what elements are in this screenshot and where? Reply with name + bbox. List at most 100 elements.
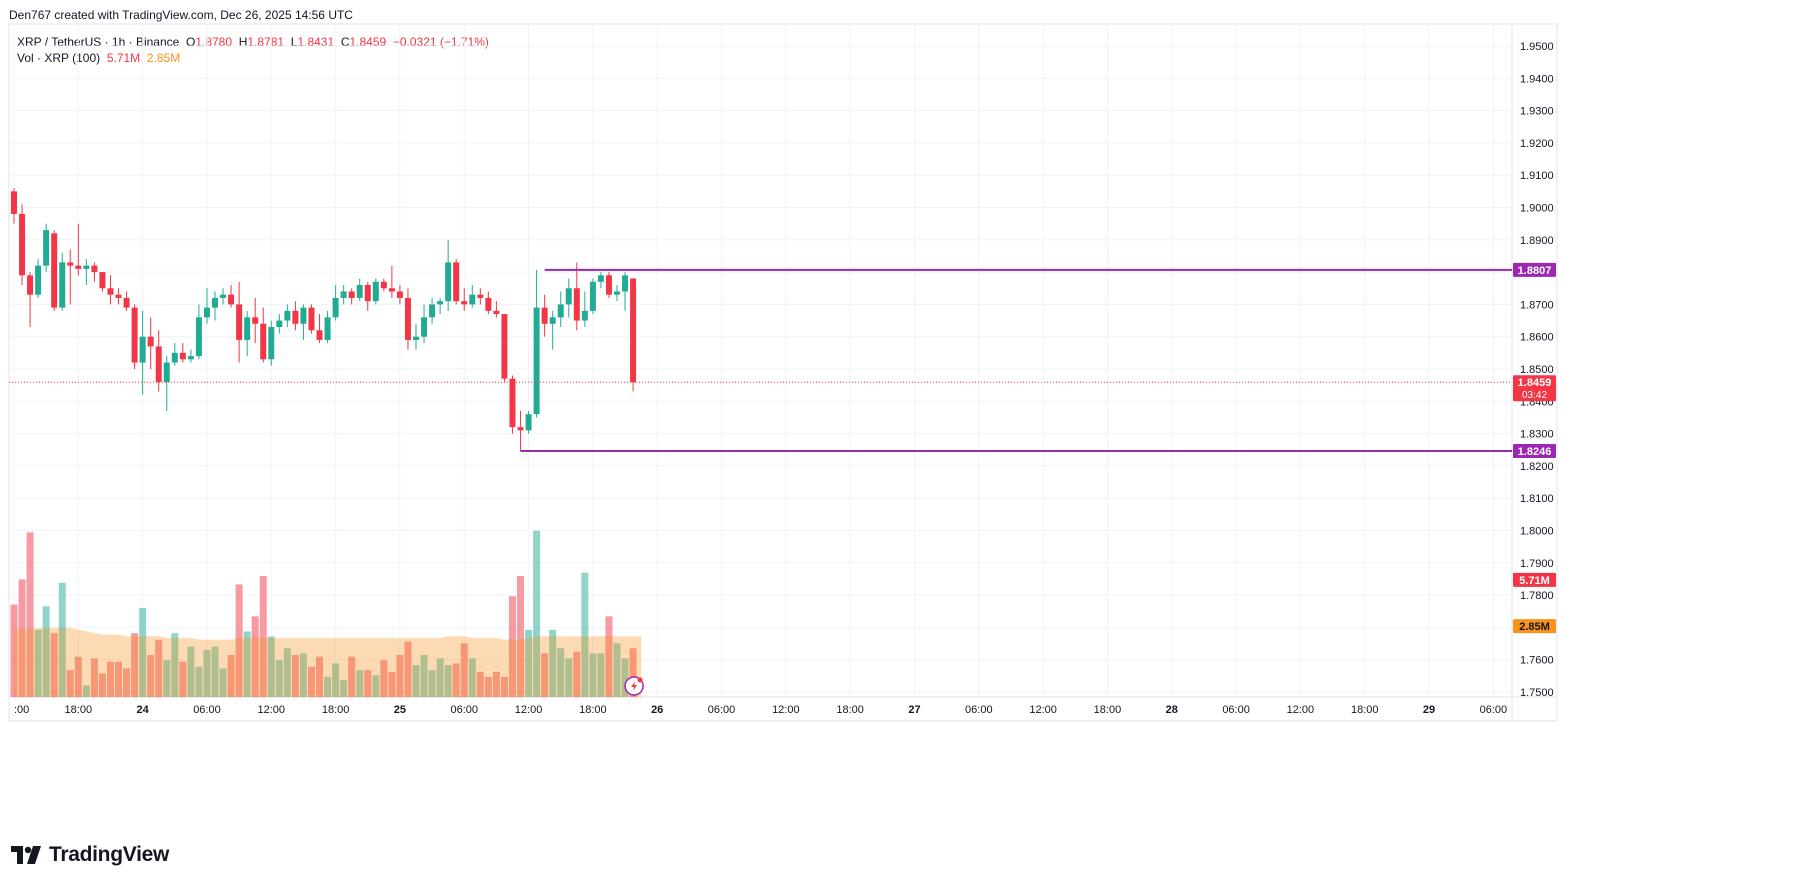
x-tick-label: 06:00	[1222, 704, 1250, 716]
candle-body[interactable]	[421, 317, 428, 337]
candle-body[interactable]	[51, 233, 58, 308]
y-tick-label: 1.8900	[1520, 235, 1554, 247]
candle-body[interactable]	[469, 294, 476, 305]
volume-bar	[549, 629, 557, 697]
candle-body[interactable]	[445, 262, 452, 302]
candle-body[interactable]	[533, 307, 540, 415]
candle-body[interactable]	[429, 304, 436, 318]
candle-body[interactable]	[348, 291, 355, 298]
open-label: O	[185, 35, 196, 49]
x-tick-label: 29	[1423, 704, 1435, 716]
candle-body[interactable]	[589, 281, 596, 311]
volume-title[interactable]: Vol · XRP (100)	[17, 51, 101, 65]
candle-body[interactable]	[356, 285, 363, 298]
candle-body[interactable]	[139, 336, 146, 363]
candle-body[interactable]	[284, 310, 291, 321]
candle-body[interactable]	[340, 291, 347, 298]
candle-body[interactable]	[541, 307, 548, 324]
candle-body[interactable]	[228, 294, 235, 305]
candle-body[interactable]	[212, 297, 218, 308]
candle-body[interactable]	[630, 278, 637, 383]
candle-body[interactable]	[163, 362, 170, 382]
candle-body[interactable]	[195, 317, 202, 357]
candle-body[interactable]	[517, 427, 524, 431]
candle-body[interactable]	[236, 304, 243, 340]
candle-body[interactable]	[573, 288, 580, 321]
candle-body[interactable]	[19, 213, 26, 276]
volume-bar	[613, 643, 621, 697]
candle-body[interactable]	[300, 307, 307, 324]
x-tick-label: 06:00	[1480, 704, 1508, 716]
candle-body[interactable]	[461, 301, 468, 305]
x-tick-label: 25	[394, 704, 406, 716]
candle-body[interactable]	[123, 297, 130, 308]
volume-bar	[541, 653, 549, 697]
y-tick-label: 1.8500	[1520, 364, 1554, 376]
candle-body[interactable]	[581, 310, 588, 321]
candle-body[interactable]	[179, 352, 186, 360]
candle-body[interactable]	[67, 262, 74, 266]
candle-body[interactable]	[565, 288, 572, 305]
candle-body[interactable]	[485, 297, 492, 311]
volume-bar	[187, 646, 195, 697]
candle-body[interactable]	[276, 320, 283, 328]
candle-body[interactable]	[332, 297, 339, 318]
candle-body[interactable]	[107, 288, 114, 295]
candle-body[interactable]	[220, 294, 227, 298]
candle-body[interactable]	[268, 327, 275, 360]
candle-body[interactable]	[83, 265, 90, 269]
candle-body[interactable]	[43, 230, 50, 266]
candle-body[interactable]	[99, 272, 106, 289]
candle-body[interactable]	[203, 307, 210, 318]
volume-bar	[500, 676, 508, 697]
price-chart[interactable]: 1.9500 1.9400 1.9300 1.9200 1.9100 1.9000 1.89…	[0, 0, 1793, 835]
candle-body[interactable]	[147, 336, 154, 347]
candle-body[interactable]	[614, 291, 620, 295]
candle-body[interactable]	[597, 275, 604, 282]
candle-body[interactable]	[493, 310, 500, 315]
candle-body[interactable]	[316, 330, 323, 340]
volume-bar	[139, 607, 147, 697]
candle-body[interactable]	[260, 323, 267, 360]
candle-body[interactable]	[115, 294, 122, 298]
candle-body[interactable]	[501, 314, 508, 379]
candle-body[interactable]	[187, 356, 194, 360]
candle-body[interactable]	[404, 297, 411, 340]
candle-body[interactable]	[413, 336, 419, 340]
candle-body[interactable]	[549, 317, 556, 324]
candle-body[interactable]	[308, 307, 315, 331]
candle-body[interactable]	[27, 275, 34, 295]
candle-body[interactable]	[437, 301, 444, 305]
candle-body[interactable]	[380, 281, 387, 289]
candle-body[interactable]	[91, 265, 98, 273]
candle-body[interactable]	[11, 191, 17, 214]
notification-dot-icon	[637, 677, 643, 683]
candle-body[interactable]	[509, 378, 516, 428]
candle-body[interactable]	[388, 288, 395, 292]
candle-body[interactable]	[372, 281, 379, 302]
candle-body[interactable]	[292, 310, 299, 324]
candle-body[interactable]	[525, 414, 532, 431]
volume-bar	[444, 665, 452, 697]
candle-body[interactable]	[324, 317, 331, 340]
candle-body[interactable]	[75, 265, 82, 269]
candle-body[interactable]	[252, 317, 259, 324]
candle-body[interactable]	[35, 265, 42, 295]
candle-body[interactable]	[605, 275, 612, 295]
candle-body[interactable]	[244, 317, 251, 340]
candle-body[interactable]	[396, 291, 403, 298]
volume-bar	[123, 668, 131, 697]
candle-body[interactable]	[131, 307, 138, 363]
candle-body[interactable]	[155, 346, 162, 382]
candle-body[interactable]	[477, 294, 484, 298]
candle-body[interactable]	[557, 304, 564, 318]
candle-body[interactable]	[453, 262, 460, 302]
candle-body[interactable]	[364, 285, 371, 302]
candle-body[interactable]	[59, 262, 66, 308]
volume-bar	[508, 596, 516, 697]
candle-body[interactable]	[622, 275, 629, 292]
volume-bar	[42, 606, 50, 697]
chart-frame	[8, 23, 1558, 722]
candle-body[interactable]	[171, 352, 178, 363]
volume-ma-axis-label-bg	[1513, 619, 1556, 634]
